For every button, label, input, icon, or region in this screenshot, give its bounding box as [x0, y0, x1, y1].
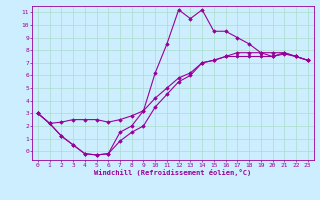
X-axis label: Windchill (Refroidissement éolien,°C): Windchill (Refroidissement éolien,°C) — [94, 169, 252, 176]
